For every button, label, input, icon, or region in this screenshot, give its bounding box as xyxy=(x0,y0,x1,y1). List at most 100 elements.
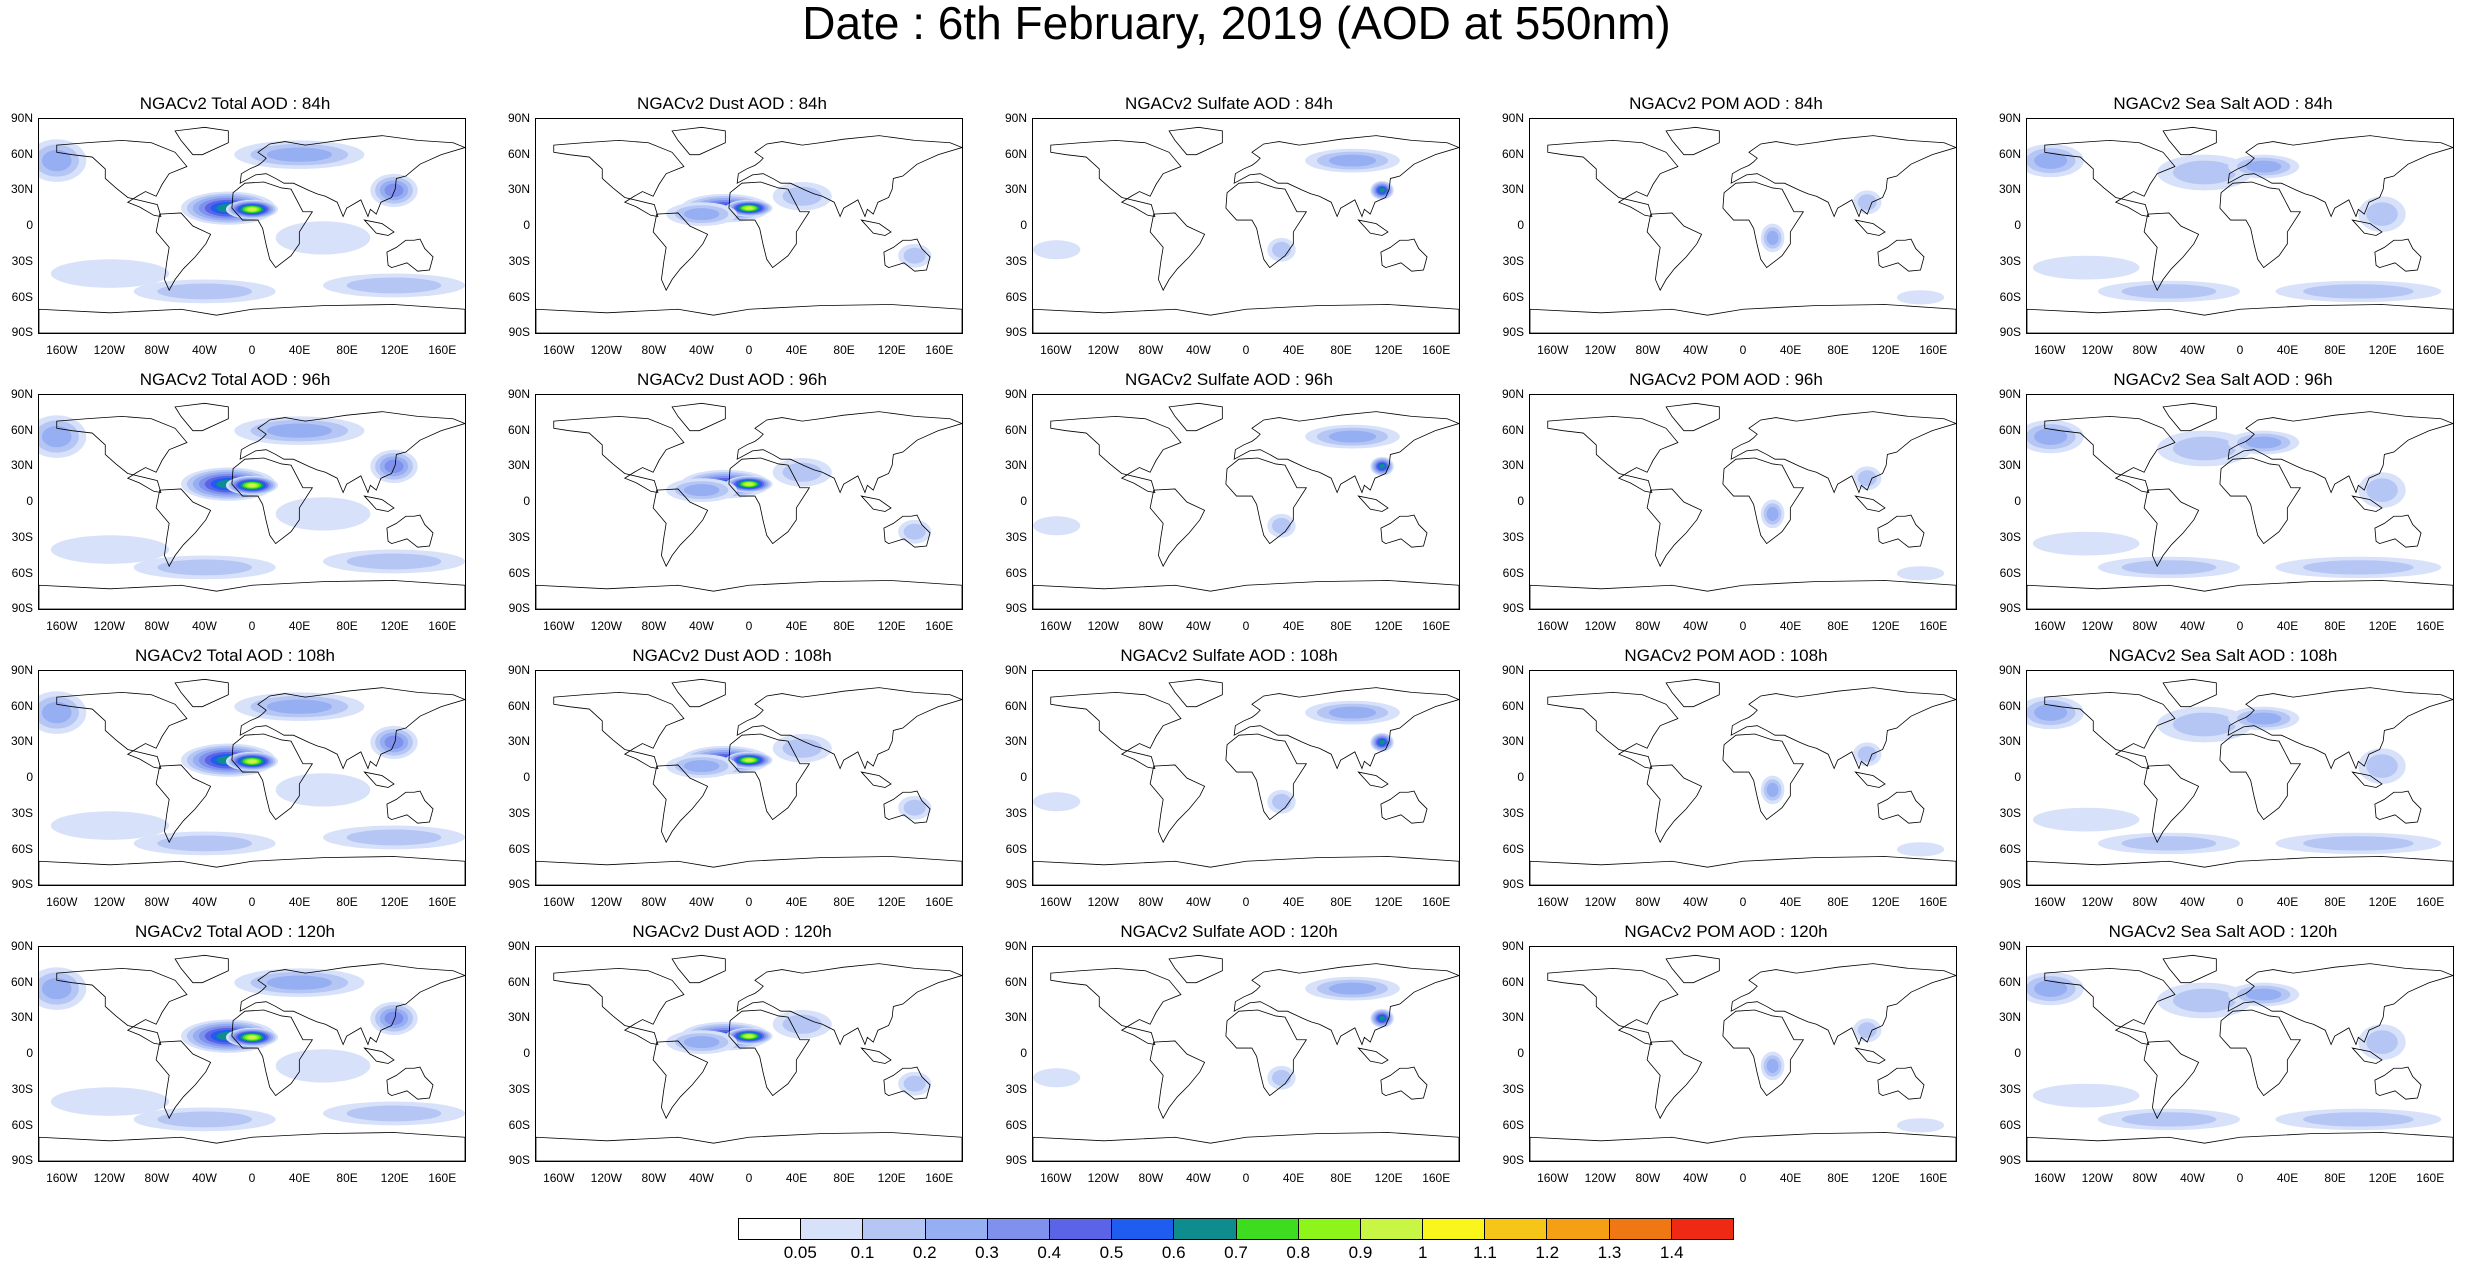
lon-label: 40W xyxy=(1683,619,1708,633)
coastline xyxy=(363,771,395,788)
lat-label: 60S xyxy=(1005,841,1027,856)
aod-contour xyxy=(2172,160,2237,185)
coastline xyxy=(1168,678,1223,708)
lat-label: 30S xyxy=(1005,805,1027,820)
aod-field xyxy=(39,954,465,1161)
aod-contour xyxy=(41,977,72,1000)
coastline xyxy=(239,963,465,1046)
lon-label: 120W xyxy=(590,619,622,633)
aod-contour xyxy=(2121,560,2217,575)
aod-field xyxy=(1530,954,1956,1161)
lon-label: 120W xyxy=(2081,895,2113,909)
aod-contour xyxy=(1328,706,1377,719)
lon-label: 40E xyxy=(2276,619,2299,633)
lat-label: 30S xyxy=(1502,529,1524,544)
colorbar-swatch xyxy=(801,1219,864,1239)
coastline xyxy=(860,495,892,512)
lon-label: 120W xyxy=(1087,619,1119,633)
coastline xyxy=(155,488,212,568)
lon-label: 160E xyxy=(2416,1171,2445,1185)
lon-label: 40W xyxy=(2180,1171,2205,1185)
coastline xyxy=(39,304,465,333)
coastline xyxy=(1547,139,1679,217)
coastline xyxy=(1547,967,1679,1045)
colorbar-swatch xyxy=(1298,1219,1361,1239)
aod-contour xyxy=(2366,1030,2398,1054)
map-panel: NGACv2 Total AOD : 120h 90N 60N 30N 0 30S 60S 9… xyxy=(0,922,470,1186)
lat-label: 30N xyxy=(10,734,33,749)
aod-contour xyxy=(1379,739,1386,745)
colorbar-label: 1.1 xyxy=(1473,1243,1497,1262)
aod-contour xyxy=(384,183,404,197)
lon-label: 80E xyxy=(1827,619,1849,633)
aod-contour xyxy=(41,425,72,448)
colorbar-swatch xyxy=(987,1219,1050,1239)
lat-label: 90S xyxy=(508,601,530,616)
colorbar-swatch xyxy=(1547,1219,1610,1239)
lat-label: 90N xyxy=(1501,111,1524,125)
aod-contour xyxy=(1033,240,1081,260)
lon-label: 120E xyxy=(877,1171,906,1185)
panel-title: NGACv2 Sulfate AOD : 108h xyxy=(1120,646,1338,665)
lat-label: 90N xyxy=(1998,387,2021,401)
panel-title: NGACv2 POM AOD : 84h xyxy=(1629,94,1823,113)
colorbar-label: 0.4 xyxy=(1037,1243,1062,1262)
coastline xyxy=(553,139,685,217)
lon-label: 80E xyxy=(833,895,855,909)
lat-label: 30N xyxy=(10,458,33,473)
lon-label: 40W xyxy=(192,895,217,909)
panel-title: NGACv2 Total AOD : 96h xyxy=(139,370,331,389)
aod-contour xyxy=(157,559,252,576)
coastline xyxy=(2162,954,2217,984)
aod-contour xyxy=(384,1011,404,1025)
lat-label: 0 xyxy=(1020,1046,1027,1061)
coastline xyxy=(1722,181,1805,269)
aod-contour xyxy=(683,1036,720,1049)
lon-label: 80E xyxy=(336,619,358,633)
lat-label: 60N xyxy=(1998,146,2021,161)
colorbar-swatch xyxy=(1174,1219,1237,1239)
lon-label: 40W xyxy=(1186,895,1211,909)
aod-contour xyxy=(1896,290,1945,305)
map-frame xyxy=(1529,946,1957,1162)
lon-label: 160E xyxy=(428,1171,457,1185)
lon-label: 80E xyxy=(2324,1171,2346,1185)
lat-label: 90N xyxy=(1998,663,2021,677)
lat-label: 30N xyxy=(507,1010,530,1025)
aod-contour xyxy=(2366,202,2398,226)
aod-field xyxy=(536,126,962,333)
lon-label: 160W xyxy=(543,343,575,357)
lat-label: 60S xyxy=(1999,1117,2021,1132)
lon-label: 40W xyxy=(1186,1171,1211,1185)
coastline xyxy=(1380,514,1428,548)
lon-label: 0 xyxy=(1739,343,1747,357)
lon-label: 120E xyxy=(380,895,409,909)
lon-label: 40E xyxy=(1282,895,1305,909)
coastline xyxy=(1854,495,1886,512)
aod-contour xyxy=(2032,1083,2140,1108)
map-frame xyxy=(38,118,466,334)
coastline xyxy=(155,1040,212,1120)
map-frame xyxy=(1529,118,1957,334)
coastline xyxy=(736,411,962,494)
lon-label: 40W xyxy=(192,1171,217,1185)
map-panel: NGACv2 Sea Salt AOD : 120h 90N 60N 30N 0 30S 6… xyxy=(1988,922,2458,1186)
coastline xyxy=(1730,135,1956,218)
coastline xyxy=(386,1066,434,1100)
lon-label: 40E xyxy=(785,343,808,357)
lon-label: 40E xyxy=(288,343,311,357)
aod-contour xyxy=(2245,160,2282,173)
lon-label: 120E xyxy=(380,343,409,357)
map-frame xyxy=(535,394,963,610)
lat-label: 60S xyxy=(11,289,33,304)
lon-label: 40E xyxy=(288,619,311,633)
panel-title: NGACv2 Dust AOD : 84h xyxy=(637,94,827,113)
lat-label: 90N xyxy=(1004,663,1027,677)
aod-contour xyxy=(2034,428,2068,445)
panel-title: NGACv2 Sulfate AOD : 84h xyxy=(1125,94,1333,113)
lat-label: 90S xyxy=(1999,877,2021,892)
aod-contour xyxy=(247,207,257,212)
lat-label: 60N xyxy=(1998,422,2021,437)
lon-label: 160W xyxy=(2034,343,2066,357)
map-panel: NGACv2 Sea Salt AOD : 108h 90N 60N 30N 0 30S 6… xyxy=(1988,646,2458,910)
